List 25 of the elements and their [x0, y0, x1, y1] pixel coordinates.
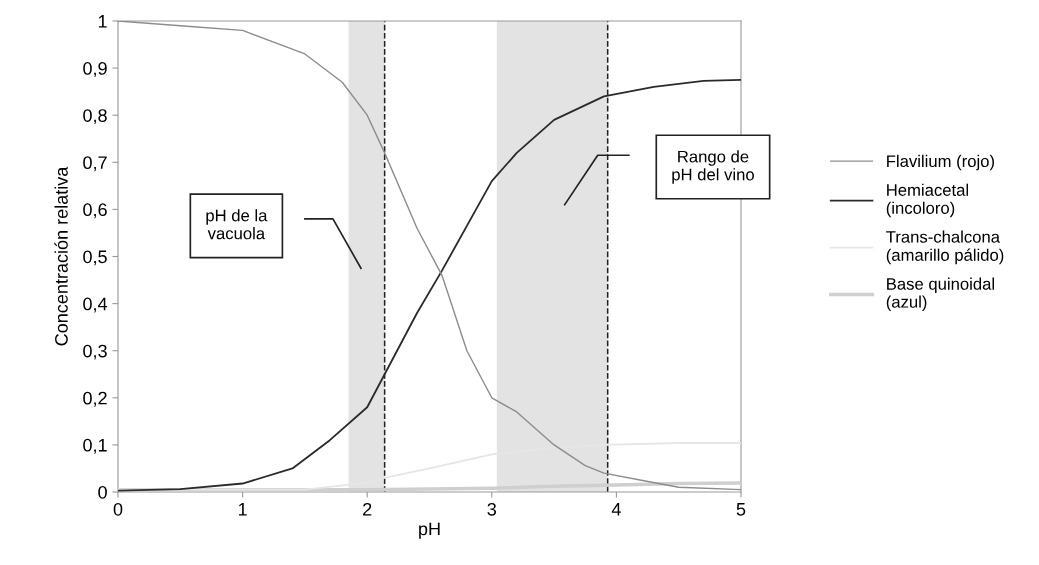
y-tick-label: 0 [98, 485, 107, 499]
y-tick-label: 0,2 [83, 391, 107, 407]
y-tick-label: 0,6 [83, 203, 107, 219]
y-tick-label: 0,1 [83, 438, 107, 454]
y-tick-label: 0,7 [83, 156, 107, 172]
x-tick-label: 4 [611, 503, 621, 516]
y-tick-label: 0,5 [83, 250, 107, 266]
x-tick-label: 0 [113, 502, 123, 516]
x-tick-label: 5 [736, 503, 746, 516]
legend-label: Flavilium (rojo) [887, 154, 994, 171]
legend-label: Hemiacetal (incoloro) [886, 183, 969, 218]
y-axis-title: Concentración relativa [54, 166, 68, 346]
annotation: Rango de pH del vino [672, 150, 754, 184]
y-tick-label: 0,8 [83, 109, 107, 125]
y-tick-label: 0,4 [83, 297, 108, 313]
legend-label: Trans-chalcona (amarillo pálido) [886, 230, 1004, 265]
y-tick-label: 0,3 [83, 344, 107, 360]
x-axis-title: pH [419, 522, 440, 539]
legend-label: Base quinoidal (azul) [886, 277, 994, 312]
x-tick-label: 3 [487, 502, 497, 516]
y-tick-label: 0,9 [83, 62, 107, 77]
x-tick-label: 1 [238, 503, 247, 516]
y-tick-label: 1 [98, 15, 107, 28]
x-tick-label: 2 [363, 502, 372, 516]
annotation: pH de la vacuola [206, 209, 268, 240]
